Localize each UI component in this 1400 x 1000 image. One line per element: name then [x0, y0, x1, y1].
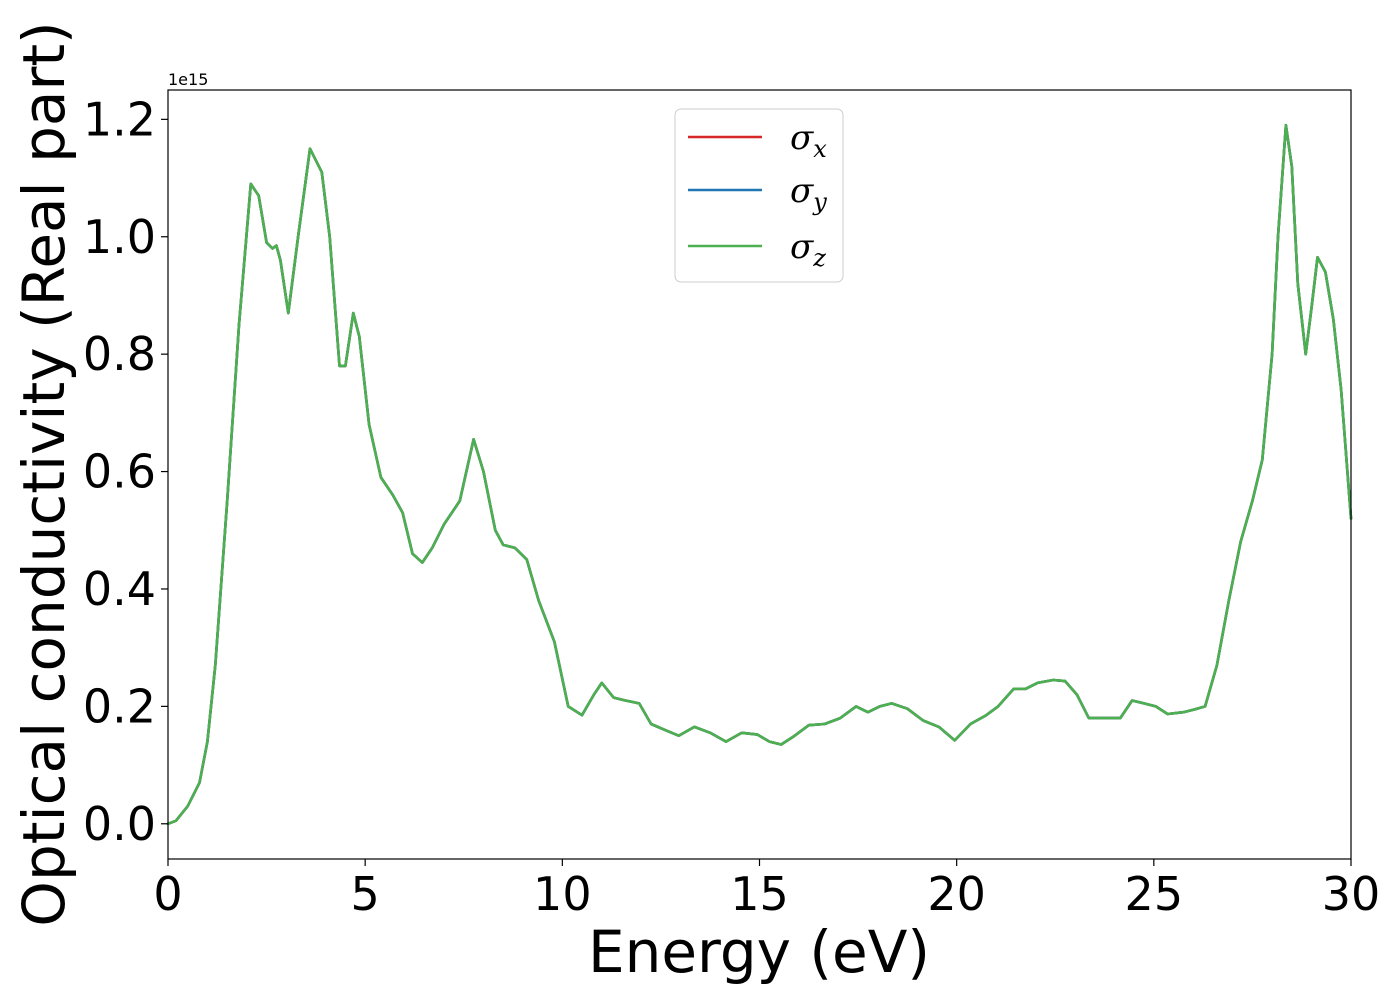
x-axis-title: Energy (eV)	[588, 918, 930, 986]
y-axis-ticks: 0.0 0.2 0.4 0.6 0.8 1.0 1.2	[83, 92, 168, 851]
y-tick-label: 0.2	[83, 679, 156, 733]
x-tick-label: 15	[730, 867, 789, 921]
legend: σx σy σz	[674, 108, 844, 283]
series-lines	[166, 123, 1353, 826]
y-tick-label: 0.6	[83, 445, 156, 499]
legend-label-x: σx	[790, 118, 827, 163]
x-tick-label: 0	[153, 867, 182, 921]
y-tick-label: 1.2	[83, 92, 156, 146]
y-tick-label: 0.0	[83, 797, 156, 851]
x-tick-label: 30	[1322, 867, 1381, 921]
x-tick-label: 20	[927, 867, 986, 921]
legend-label-z: σz	[790, 227, 826, 272]
x-tick-label: 25	[1125, 867, 1184, 921]
x-axis-ticks: 0 5 10 15 20 25 30	[153, 859, 1380, 921]
y-axis-title: Optical conductivity (Real part)	[10, 21, 78, 926]
series-line-z	[166, 123, 1353, 826]
legend-box	[674, 108, 844, 283]
y-tick-label: 0.8	[83, 327, 156, 381]
y-tick-label: 0.4	[83, 562, 156, 616]
legend-label-y: σy	[790, 171, 827, 216]
y-tick-label: 1.0	[83, 210, 156, 264]
x-tick-label: 5	[351, 867, 380, 921]
y-offset-label: 1e15	[168, 70, 208, 89]
x-tick-label: 10	[533, 867, 592, 921]
